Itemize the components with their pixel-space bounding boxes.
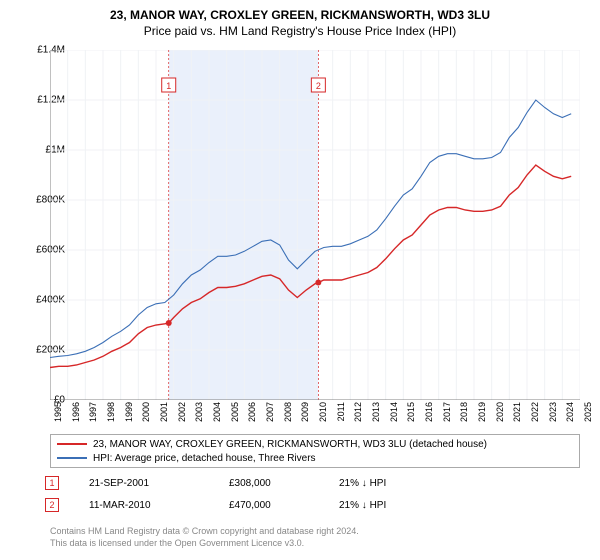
x-tick-label: 2011: [336, 402, 346, 421]
legend-item: HPI: Average price, detached house, Thre…: [57, 451, 573, 465]
annotation-marker: 2: [45, 498, 59, 512]
annotation-price: £308,000: [229, 478, 309, 489]
x-tick-label: 1999: [124, 402, 134, 422]
x-tick-label: 2013: [371, 402, 381, 422]
footnote: This data is licensed under the Open Gov…: [50, 538, 304, 548]
chart-subtitle: Price paid vs. HM Land Registry's House …: [0, 22, 600, 44]
x-tick-label: 2007: [265, 402, 275, 422]
x-tick-label: 2021: [512, 402, 522, 422]
annotation-marker: 1: [45, 476, 59, 490]
legend-swatch: [57, 443, 87, 445]
x-tick-label: 2022: [530, 402, 540, 422]
x-tick-label: 2006: [247, 402, 257, 422]
x-tick-label: 2014: [389, 402, 399, 422]
x-tick-label: 2016: [424, 402, 434, 422]
x-tick-label: 2003: [194, 402, 204, 422]
x-tick-label: 2020: [495, 402, 505, 422]
svg-text:2: 2: [316, 81, 321, 91]
x-tick-label: 2025: [583, 402, 593, 422]
x-tick-label: 2015: [406, 402, 416, 422]
footnote: Contains HM Land Registry data © Crown c…: [50, 526, 359, 536]
legend-item: 23, MANOR WAY, CROXLEY GREEN, RICKMANSWO…: [57, 437, 573, 451]
x-tick-label: 2009: [300, 402, 310, 422]
annotation-price: £470,000: [229, 500, 309, 511]
plot-area: 12: [50, 50, 580, 400]
x-tick-label: 2023: [548, 402, 558, 422]
x-tick-label: 2010: [318, 402, 328, 422]
svg-text:1: 1: [166, 81, 171, 91]
legend-label: 23, MANOR WAY, CROXLEY GREEN, RICKMANSWO…: [93, 439, 487, 450]
x-tick-label: 1995: [53, 402, 63, 422]
x-tick-label: 1996: [71, 402, 81, 422]
chart-title: 23, MANOR WAY, CROXLEY GREEN, RICKMANSWO…: [0, 0, 600, 22]
annotation-delta: 21% ↓ HPI: [339, 478, 439, 489]
legend: 23, MANOR WAY, CROXLEY GREEN, RICKMANSWO…: [50, 434, 580, 468]
annotation-delta: 21% ↓ HPI: [339, 500, 439, 511]
x-tick-label: 2024: [565, 402, 575, 422]
x-tick-label: 2004: [212, 402, 222, 422]
annotation-row: 1 21-SEP-2001 £308,000 21% ↓ HPI: [45, 476, 585, 490]
x-tick-label: 2012: [353, 402, 363, 422]
x-tick-label: 2019: [477, 402, 487, 422]
annotation-row: 2 11-MAR-2010 £470,000 21% ↓ HPI: [45, 498, 585, 512]
x-tick-label: 2017: [442, 402, 452, 422]
x-tick-label: 2018: [459, 402, 469, 422]
x-tick-label: 1998: [106, 402, 116, 422]
x-tick-label: 2002: [177, 402, 187, 422]
legend-swatch: [57, 457, 87, 459]
chart-container: 23, MANOR WAY, CROXLEY GREEN, RICKMANSWO…: [0, 0, 600, 560]
x-tick-label: 2001: [159, 402, 169, 422]
chart-svg: 12: [50, 50, 580, 400]
x-tick-label: 1997: [88, 402, 98, 422]
x-tick-label: 2005: [230, 402, 240, 422]
annotation-date: 21-SEP-2001: [89, 478, 199, 489]
annotation-date: 11-MAR-2010: [89, 500, 199, 511]
x-tick-label: 2000: [141, 402, 151, 422]
legend-label: HPI: Average price, detached house, Thre…: [93, 453, 316, 464]
x-tick-label: 2008: [283, 402, 293, 422]
